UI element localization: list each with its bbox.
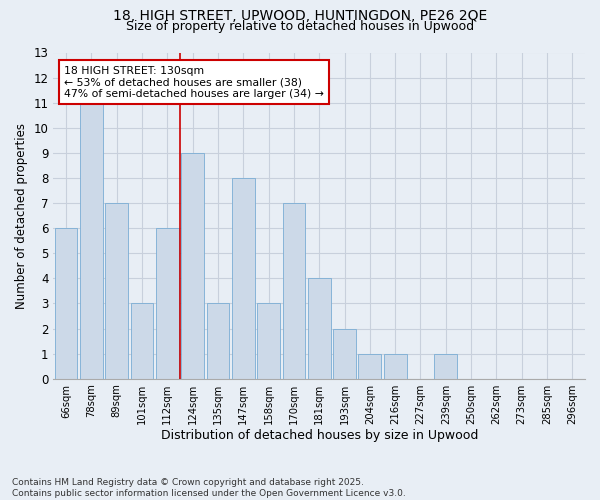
Bar: [384, 354, 407, 378]
Bar: [106, 203, 128, 378]
Y-axis label: Number of detached properties: Number of detached properties: [15, 122, 28, 308]
Text: Size of property relative to detached houses in Upwood: Size of property relative to detached ho…: [126, 20, 474, 33]
Bar: [131, 304, 154, 378]
X-axis label: Distribution of detached houses by size in Upwood: Distribution of detached houses by size …: [161, 430, 478, 442]
Bar: [181, 153, 204, 378]
Bar: [257, 304, 280, 378]
Bar: [232, 178, 254, 378]
Text: 18, HIGH STREET, UPWOOD, HUNTINGDON, PE26 2QE: 18, HIGH STREET, UPWOOD, HUNTINGDON, PE2…: [113, 9, 487, 23]
Bar: [434, 354, 457, 378]
Bar: [156, 228, 179, 378]
Text: 18 HIGH STREET: 130sqm
← 53% of detached houses are smaller (38)
47% of semi-det: 18 HIGH STREET: 130sqm ← 53% of detached…: [64, 66, 324, 98]
Bar: [80, 102, 103, 378]
Bar: [55, 228, 77, 378]
Bar: [333, 328, 356, 378]
Bar: [206, 304, 229, 378]
Text: Contains HM Land Registry data © Crown copyright and database right 2025.
Contai: Contains HM Land Registry data © Crown c…: [12, 478, 406, 498]
Bar: [283, 203, 305, 378]
Bar: [308, 278, 331, 378]
Bar: [358, 354, 381, 378]
